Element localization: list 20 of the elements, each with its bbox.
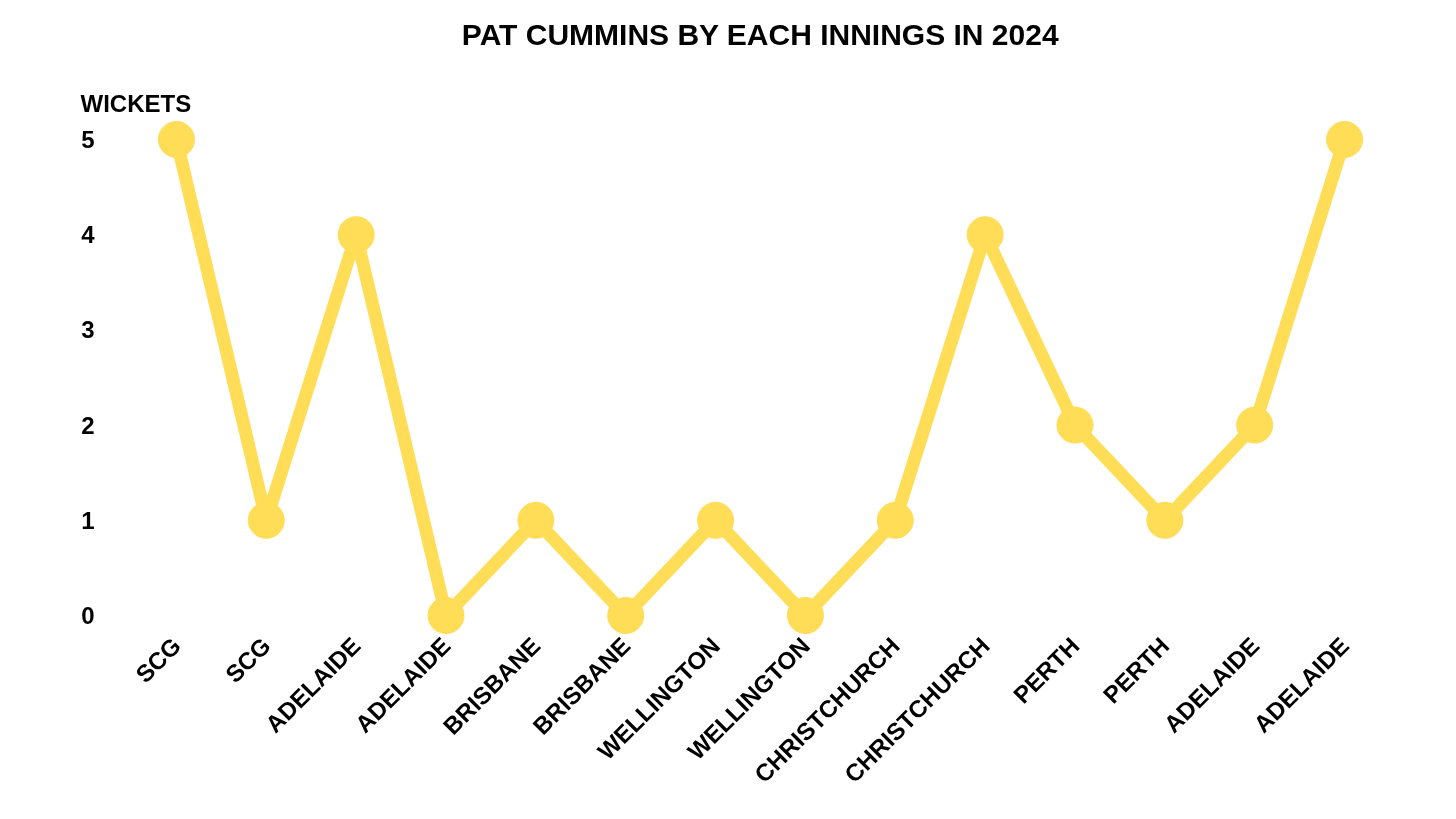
y-tick-label: 5 bbox=[81, 126, 95, 153]
point bbox=[1236, 406, 1274, 444]
point bbox=[786, 597, 824, 634]
point bbox=[1146, 501, 1184, 539]
y-tick-label: 3 bbox=[81, 316, 95, 344]
chart-title: PAT CUMMINS BY EACH INNINGS IN 2024 bbox=[461, 17, 1059, 51]
point bbox=[1326, 121, 1364, 158]
point bbox=[697, 501, 735, 539]
y-tick-label: 0 bbox=[81, 602, 95, 629]
point bbox=[427, 597, 465, 634]
point bbox=[966, 216, 1004, 254]
point bbox=[517, 501, 555, 539]
y-tick-label: 2 bbox=[81, 411, 95, 439]
point bbox=[876, 501, 914, 539]
point bbox=[157, 121, 195, 158]
point bbox=[1056, 406, 1094, 444]
y-tick-label: 4 bbox=[81, 221, 96, 249]
y-axis-title: WICKETS bbox=[80, 90, 192, 117]
point bbox=[607, 597, 645, 634]
y-tick-label: 1 bbox=[81, 506, 95, 534]
